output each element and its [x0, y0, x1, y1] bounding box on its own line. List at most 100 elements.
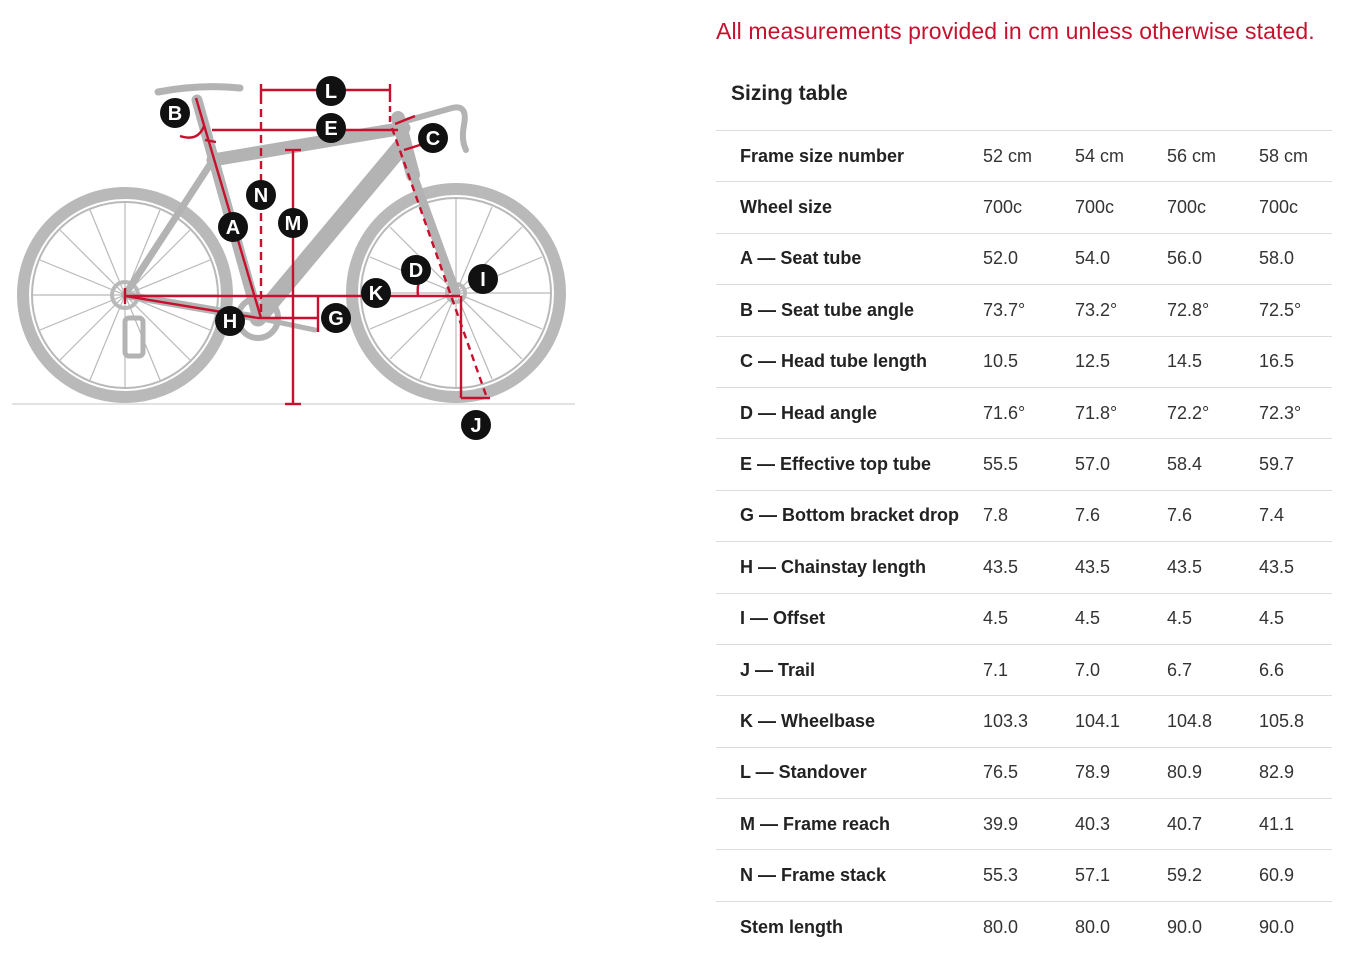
- table-cell: 71.6°: [983, 386, 1075, 439]
- label-bubble-i: I: [468, 264, 498, 294]
- table-cell: 55.3: [983, 849, 1075, 902]
- table-cell: 43.5: [1259, 541, 1332, 594]
- table-cell: 76.5: [983, 746, 1075, 799]
- table-cell: 90.0: [1167, 900, 1259, 953]
- table-cell: 4.5: [1259, 592, 1332, 645]
- label-bubble-e: E: [316, 113, 346, 143]
- label-bubble-a: A: [218, 212, 248, 242]
- label-bubble-n: N: [246, 180, 276, 210]
- table-row: C — Head tube length 10.5 12.5 14.5 16.5: [716, 335, 1332, 388]
- svg-text:G: G: [328, 308, 344, 330]
- table-cell: 54.0: [1075, 232, 1167, 285]
- svg-text:J: J: [470, 415, 481, 437]
- table-cell: 104.8: [1167, 695, 1259, 748]
- row-label: N — Frame stack: [716, 849, 983, 902]
- table-cell: 73.2°: [1075, 284, 1167, 337]
- table-cell: 72.5°: [1259, 284, 1332, 337]
- label-bubble-d: D: [401, 255, 431, 285]
- table-cell: 14.5: [1167, 335, 1259, 388]
- table-row: Wheel size 700c 700c 700c 700c: [716, 181, 1332, 234]
- table-row: N — Frame stack 55.3 57.1 59.2 60.9: [716, 849, 1332, 902]
- label-bubble-g: G: [321, 303, 351, 333]
- label-bubble-c: C: [418, 123, 448, 153]
- table-cell: 43.5: [1167, 541, 1259, 594]
- table-row: M — Frame reach 39.9 40.3 40.7 41.1: [716, 798, 1332, 850]
- table-cell: 59.2: [1167, 849, 1259, 902]
- table-cell: 39.9: [983, 798, 1075, 850]
- svg-text:D: D: [409, 260, 423, 282]
- table-cell: 73.7°: [983, 284, 1075, 337]
- table-cell: 40.3: [1075, 798, 1167, 850]
- table-row: L — Standover 76.5 78.9 80.9 82.9: [716, 746, 1332, 799]
- table-cell: 52.0: [983, 232, 1075, 285]
- svg-text:N: N: [254, 185, 268, 207]
- svg-text:B: B: [168, 103, 182, 125]
- table-cell: 700c: [983, 181, 1075, 234]
- row-label: B — Seat tube angle: [716, 284, 983, 337]
- label-bubble-j: J: [461, 410, 491, 440]
- table-cell: 6.7: [1167, 643, 1259, 696]
- table-cell: 6.6: [1259, 643, 1332, 696]
- table-cell: 54 cm: [1075, 129, 1167, 182]
- table-row: K — Wheelbase 103.3 104.1 104.8 105.8: [716, 695, 1332, 748]
- row-label: L — Standover: [716, 746, 983, 799]
- table-cell: 7.0: [1075, 643, 1167, 696]
- table-row: Frame size number 52 cm 54 cm 56 cm 58 cm: [716, 129, 1332, 182]
- row-label: D — Head angle: [716, 386, 983, 439]
- table-row: H — Chainstay length 43.5 43.5 43.5 43.5: [716, 541, 1332, 594]
- row-label: J — Trail: [716, 643, 983, 696]
- table-cell: 12.5: [1075, 335, 1167, 388]
- table-cell: 700c: [1259, 181, 1332, 234]
- table-cell: 7.6: [1075, 489, 1167, 542]
- table-cell: 55.5: [983, 438, 1075, 491]
- table-row: B — Seat tube angle 73.7° 73.2° 72.8° 72.5°: [716, 284, 1332, 337]
- table-cell: 7.1: [983, 643, 1075, 696]
- row-label: I — Offset: [716, 592, 983, 645]
- table-cell: 80.9: [1167, 746, 1259, 799]
- row-label: Wheel size: [716, 181, 983, 234]
- table-cell: 4.5: [1167, 592, 1259, 645]
- table-cell: 7.6: [1167, 489, 1259, 542]
- sizing-table-body: Frame size number 52 cm 54 cm 56 cm 58 cm Whe…: [716, 129, 1332, 953]
- table-title: Sizing table: [731, 82, 848, 105]
- row-label: H — Chainstay length: [716, 541, 983, 594]
- table-cell: 80.0: [983, 900, 1075, 953]
- table-cell: 700c: [1167, 181, 1259, 234]
- table-cell: 82.9: [1259, 746, 1332, 799]
- table-cell: 56.0: [1167, 232, 1259, 285]
- table-cell: 57.0: [1075, 438, 1167, 491]
- row-label: A — Seat tube: [716, 232, 983, 285]
- table-cell: 58.0: [1259, 232, 1332, 285]
- svg-text:H: H: [223, 311, 237, 333]
- table-cell: 72.3°: [1259, 386, 1332, 439]
- table-cell: 10.5: [983, 335, 1075, 388]
- table-cell: 71.8°: [1075, 386, 1167, 439]
- table-cell: 103.3: [983, 695, 1075, 748]
- svg-text:A: A: [226, 217, 240, 239]
- label-bubble-m: L: [316, 76, 346, 106]
- svg-text:K: K: [369, 283, 384, 305]
- svg-text:C: C: [426, 128, 440, 150]
- table-cell: 41.1: [1259, 798, 1332, 850]
- table-cell: 105.8: [1259, 695, 1332, 748]
- table-cell: 58 cm: [1259, 129, 1332, 182]
- label-bubble-k: K: [361, 278, 391, 308]
- table-row: Stem length 80.0 80.0 90.0 90.0: [716, 900, 1332, 953]
- table-row: I — Offset 4.5 4.5 4.5 4.5: [716, 592, 1332, 645]
- table-row: D — Head angle 71.6° 71.8° 72.2° 72.3°: [716, 386, 1332, 439]
- table-cell: 4.5: [983, 592, 1075, 645]
- row-label: C — Head tube length: [716, 335, 983, 388]
- bike-geometry-diagram: L E B C N M A D I K G H: [12, 76, 575, 440]
- sizing-table: Frame size number 52 cm 54 cm 56 cm 58 cm Whe…: [716, 129, 1332, 953]
- table-cell: 43.5: [1075, 541, 1167, 594]
- table-cell: 72.8°: [1167, 284, 1259, 337]
- table-cell: 104.1: [1075, 695, 1167, 748]
- row-label: Stem length: [716, 900, 983, 953]
- table-cell: 52 cm: [983, 129, 1075, 182]
- label-bubble-b: B: [160, 98, 190, 128]
- table-cell: 40.7: [1167, 798, 1259, 850]
- table-cell: 80.0: [1075, 900, 1167, 953]
- label-bubble-h: H: [215, 306, 245, 336]
- svg-text:L: L: [325, 81, 337, 103]
- table-row: G — Bottom bracket drop 7.8 7.6 7.6 7.4: [716, 489, 1332, 542]
